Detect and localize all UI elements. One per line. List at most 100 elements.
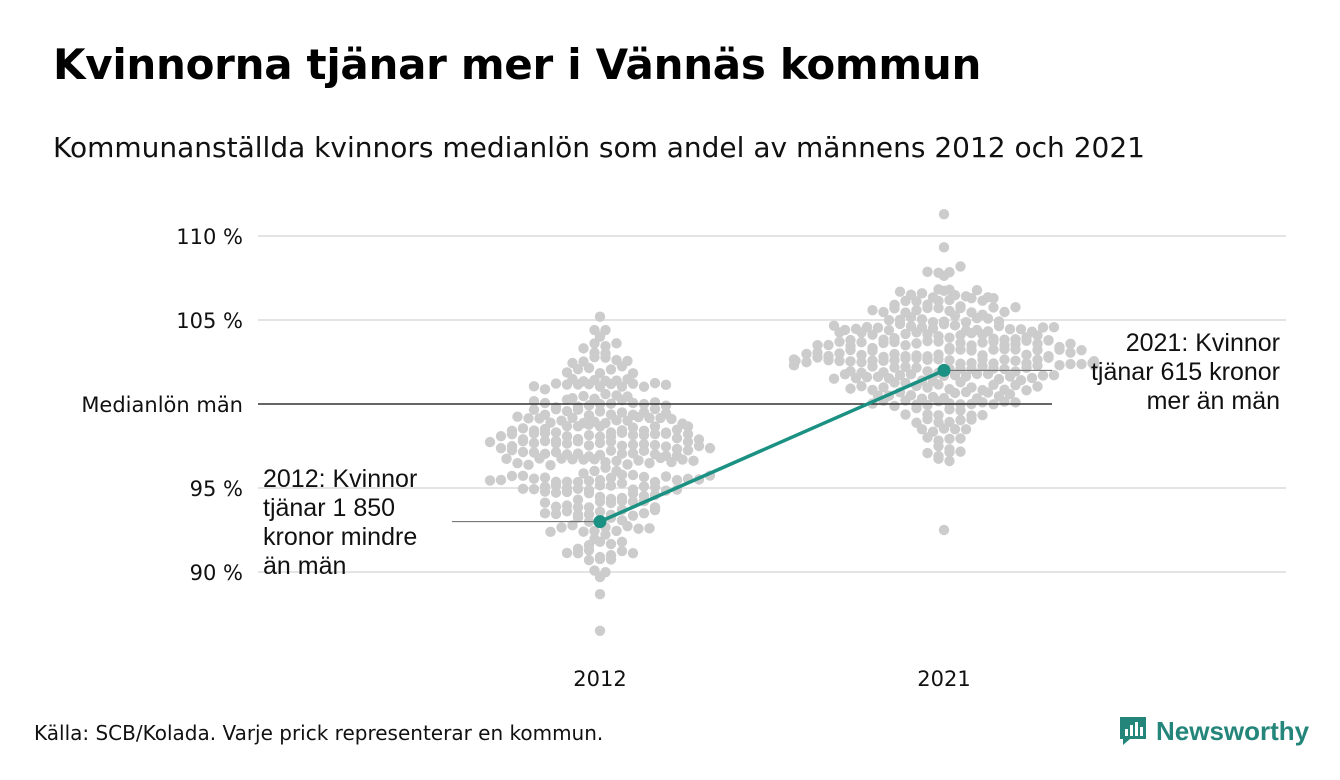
municipality-dot <box>867 305 878 316</box>
municipality-dot <box>938 524 950 536</box>
municipality-dot <box>523 413 534 424</box>
municipality-dot <box>828 373 840 384</box>
municipality-dot <box>583 487 595 499</box>
municipality-dot <box>550 438 562 449</box>
municipality-dot <box>550 487 562 498</box>
municipality-dot <box>550 480 562 491</box>
municipality-dot <box>944 344 955 355</box>
municipality-dot <box>933 379 944 390</box>
municipality-dot <box>561 486 573 498</box>
municipality-dot <box>594 536 606 548</box>
municipality-dot <box>682 436 694 448</box>
municipality-dot <box>600 462 611 473</box>
municipality-dot <box>589 338 600 349</box>
municipality-dot <box>578 454 589 465</box>
municipality-dot <box>517 470 529 482</box>
municipality-dot <box>567 454 578 465</box>
municipality-dot <box>539 384 551 395</box>
municipality-dot <box>627 448 639 459</box>
municipality-dot <box>572 421 584 432</box>
municipality-dot <box>495 474 507 486</box>
municipality-dot <box>594 571 606 583</box>
municipality-dot <box>616 440 628 451</box>
municipality-dot <box>955 414 966 426</box>
municipality-dot <box>988 379 999 391</box>
municipality-dot <box>616 381 628 392</box>
municipality-dot <box>660 379 672 391</box>
municipality-dot <box>856 349 867 361</box>
x-tick-label: 2021 <box>917 667 970 691</box>
municipality-dot <box>955 433 966 444</box>
municipality-dot <box>539 435 551 447</box>
municipality-dot <box>616 469 628 481</box>
municipality-dot <box>583 419 595 430</box>
municipality-dot <box>517 446 529 458</box>
municipality-dot <box>627 378 639 389</box>
municipality-dot <box>594 381 606 392</box>
municipality-dot <box>506 470 518 482</box>
municipality-dot <box>616 407 628 418</box>
municipality-dot <box>633 412 644 423</box>
municipality-dot <box>627 422 639 433</box>
municipality-dot <box>955 330 966 341</box>
municipality-dot <box>911 296 922 307</box>
municipality-dot <box>922 266 933 278</box>
municipality-dot <box>633 523 644 534</box>
municipality-dot <box>649 481 661 493</box>
municipality-dot <box>572 404 584 415</box>
municipality-dot <box>589 454 600 465</box>
municipality-dot <box>583 362 595 374</box>
municipality-dot <box>528 381 540 392</box>
municipality-dot <box>660 428 672 440</box>
municipality-dot <box>1048 321 1060 333</box>
municipality-dot <box>622 459 633 470</box>
municipality-dot <box>605 472 617 484</box>
municipality-dot <box>638 445 650 457</box>
municipality-dot <box>660 400 672 411</box>
municipality-dot <box>594 311 606 322</box>
municipality-dot <box>517 483 529 495</box>
municipality-dot <box>1076 345 1087 356</box>
municipality-dot <box>1037 370 1049 381</box>
municipality-dot <box>605 554 617 565</box>
municipality-dot <box>889 362 900 373</box>
municipality-dot <box>999 354 1010 365</box>
municipality-dot <box>616 545 628 557</box>
municipality-dot <box>589 465 600 477</box>
municipality-dots <box>484 208 1100 636</box>
municipality-dot <box>949 310 961 321</box>
municipality-dot <box>856 356 867 368</box>
municipality-dot <box>649 504 661 516</box>
municipality-dot <box>1032 344 1043 356</box>
vannas-highlight <box>593 363 951 529</box>
municipality-dot <box>977 295 988 306</box>
municipality-dot <box>594 625 606 636</box>
municipality-dot <box>1076 358 1087 370</box>
municipality-dot <box>845 383 856 394</box>
municipality-dot <box>1054 360 1065 371</box>
municipality-dot <box>682 428 694 440</box>
municipality-dot <box>955 261 966 272</box>
municipality-dot <box>900 328 911 340</box>
municipality-dot <box>1065 347 1076 358</box>
municipality-dot <box>644 523 655 534</box>
municipality-dot <box>916 314 928 325</box>
y-tick-label: 90 % <box>190 561 243 585</box>
municipality-dot <box>900 361 911 373</box>
municipality-dot <box>561 547 573 559</box>
municipality-dot <box>955 377 966 388</box>
municipality-dot <box>627 397 639 409</box>
municipality-dot <box>933 295 944 307</box>
municipality-dot <box>528 483 540 495</box>
newsworthy-logo-icon <box>1120 717 1146 745</box>
municipality-dot <box>938 270 950 282</box>
municipality-dot <box>688 455 699 467</box>
newsworthy-logo[interactable]: Newsworthy <box>1118 715 1309 747</box>
municipality-dot <box>677 454 688 465</box>
municipality-dot <box>944 294 955 306</box>
municipality-dot <box>578 343 589 354</box>
municipality-dot <box>971 312 983 324</box>
municipality-dot <box>550 378 562 389</box>
municipality-dot <box>900 353 911 364</box>
municipality-dot <box>561 431 573 442</box>
